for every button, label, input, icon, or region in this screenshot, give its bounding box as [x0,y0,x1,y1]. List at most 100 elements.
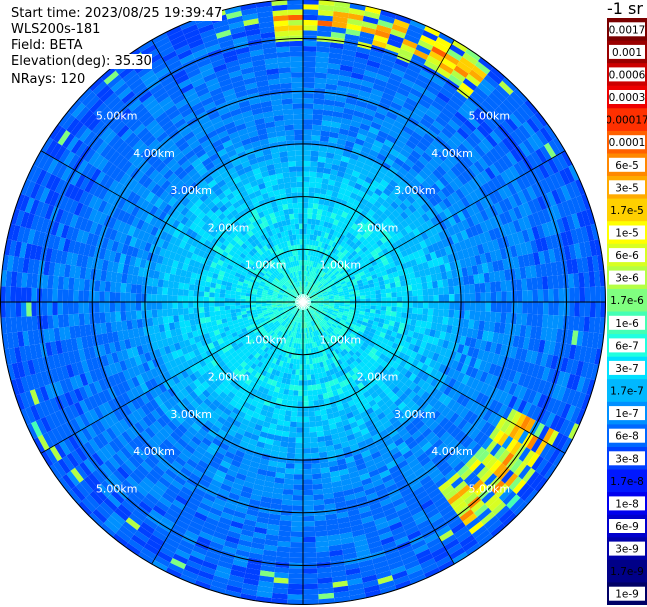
ppi-cell [348,588,365,597]
ppi-cell [491,109,505,124]
ppi-cell [504,323,511,335]
ppi-cell [254,352,261,359]
ppi-cell [305,312,308,318]
ppi-cell [402,449,414,460]
ppi-cell [101,354,110,367]
ppi-cell [135,385,145,396]
ppi-cell [388,560,405,571]
ppi-cell [318,372,324,379]
ppi-cell [306,317,309,323]
ppi-cell [363,348,371,355]
ppi-cell [404,409,414,419]
ppi-cell [193,348,201,357]
ppi-cell [274,321,280,327]
ppi-cell [326,341,332,348]
ppi-cell [493,270,501,282]
ppi-cell [377,130,389,140]
ppi-cell [442,449,455,462]
ppi-cell [319,377,325,384]
ppi-cell [343,308,350,312]
ppi-cell [299,369,303,376]
ppi-cell [396,441,408,451]
ppi-cell [481,137,494,151]
ppi-cell [239,423,248,431]
ppi-cell [358,173,367,181]
ppi-cell [313,300,319,302]
ppi-cell [192,409,202,419]
ppi-cell [407,63,422,74]
ppi-cell [517,190,528,205]
ppi-cell [269,508,282,515]
ppi-cell [337,376,344,384]
ppi-cell [162,438,174,450]
ppi-cell [355,435,365,444]
ppi-cell [423,190,433,201]
ppi-cell [273,364,279,371]
ppi-cell [229,357,237,365]
ppi-cell [324,365,330,372]
ppi-cell [469,191,480,203]
ppi-cell [556,218,566,233]
ppi-cell [447,492,461,505]
ppi-cell [324,94,336,101]
ppi-cell [333,236,340,244]
ppi-cell [326,73,339,81]
ppi-cell [174,456,187,467]
ppi-cell [317,572,332,579]
ppi-cell [191,356,199,365]
ppi-cell [188,350,196,359]
ppi-cell [579,287,586,302]
ppi-cell [388,166,399,176]
ppi-cell [330,338,336,345]
ppi-cell [455,361,464,373]
ppi-cell [371,162,382,171]
ppi-cell [185,394,195,404]
ppi-cell [239,345,247,352]
ppi-cell [215,356,223,364]
ppi-cell [575,227,584,244]
ppi-cell [386,204,396,214]
ppi-cell [220,483,232,493]
ppi-cell [415,320,422,327]
ppi-cell [385,196,394,205]
ppi-cell [506,494,521,509]
ppi-cell [259,409,268,417]
ppi-cell [452,390,462,402]
ppi-cell [148,423,160,435]
ppi-cell [81,427,93,442]
ppi-cell [367,387,376,395]
ppi-cell [339,350,346,357]
ppi-cell [403,233,412,242]
ppi-cell [303,484,313,491]
ppi-cell [323,295,329,298]
ppi-cell [349,175,359,183]
ppi-cell [392,63,408,73]
ppi-cell [388,213,397,222]
ppi-cell [470,479,484,493]
ppi-cell [317,436,326,443]
ppi-cell [526,154,539,169]
ppi-cell [400,375,409,385]
ppi-cell [81,497,97,513]
ppi-cell [303,228,307,235]
ppi-cell [469,256,477,267]
ppi-cell [373,560,389,570]
ppi-cell [323,354,329,361]
ppi-cell [289,421,297,428]
ppi-cell [480,121,494,135]
ppi-cell [122,521,138,535]
ppi-cell [313,93,325,100]
ppi-cell [470,367,479,379]
ppi-cell [316,425,324,432]
ppi-cell [485,456,498,470]
ppi-cell [451,521,466,535]
ppi-cell [317,293,323,297]
ppi-cell [264,539,278,547]
ppi-cell [452,202,462,214]
ppi-cell [513,162,525,177]
ppi-cell [351,250,358,257]
ppi-cell [568,164,580,181]
ppi-cell [283,340,288,346]
ppi-cell [251,488,263,497]
ppi-cell [287,312,292,317]
